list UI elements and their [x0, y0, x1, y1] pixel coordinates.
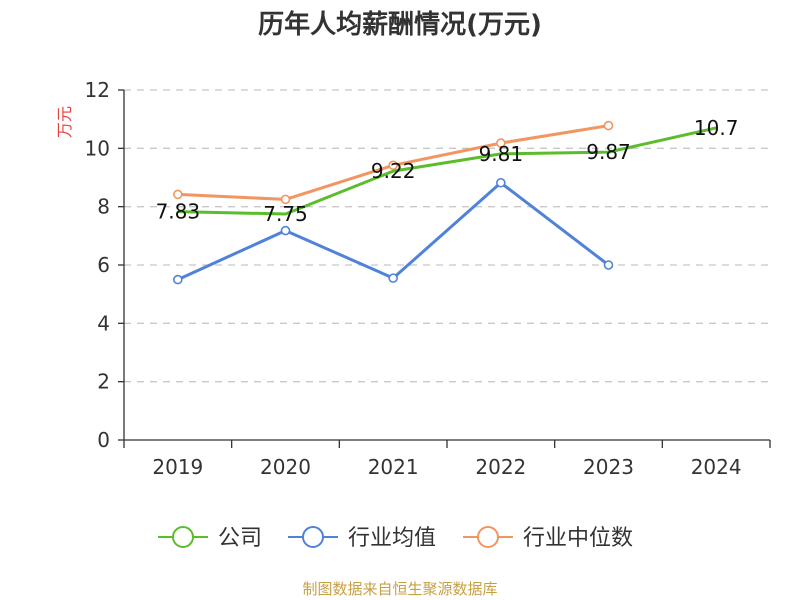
x-tick-label-2022: 2022: [475, 455, 526, 479]
y-axis-label: 万元: [55, 106, 74, 138]
legend-label-2: 行业中位数: [523, 526, 633, 551]
data-point-s2-2023: [603, 120, 614, 131]
chart-title: 历年人均薪酬情况(万元): [258, 9, 542, 40]
data-point-s1-2021: [388, 273, 398, 283]
data-label-2023: 9.87: [586, 140, 631, 164]
data-labels: 7.83 7.75 9.22 9.81 9.87 10.7: [156, 116, 739, 226]
data-point-s2-2019: [173, 189, 183, 200]
x-tick-label-2020: 2020: [260, 455, 311, 479]
x-tick-label-2021: 2021: [368, 455, 419, 479]
data-point-s2-2022: [496, 138, 506, 148]
data-point-s1-2019: [173, 274, 183, 285]
axes: 0 2 4 6 8 10 12 2019 2020 2021 2022 2023 2024: [85, 78, 771, 479]
data-point-s2-2020: [280, 194, 291, 205]
data-point-s1-2020: [280, 225, 291, 236]
x-tick-label-2024: 2024: [691, 455, 742, 479]
y-tick-label-8: 8: [97, 195, 110, 219]
data-label-2022: 9.81: [479, 142, 524, 166]
y-tick-label-0: 0: [97, 428, 110, 452]
legend-label-0: 公司: [218, 526, 262, 551]
source-note: 制图数据来自恒生聚源数据库: [302, 580, 497, 598]
data-label-2019: 7.83: [156, 200, 201, 224]
series-line-0: [177, 126, 717, 216]
y-tick-label-6: 6: [97, 253, 110, 277]
series-lines: [173, 120, 717, 285]
legend-marker-0: [172, 526, 194, 548]
x-tick-label-2019: 2019: [152, 455, 203, 479]
data-point-s1-2023: [603, 260, 614, 270]
legend-marker-2: [477, 526, 499, 548]
data-label-2021: 9.22: [371, 159, 416, 183]
legend-label-1: 行业均值: [348, 526, 436, 551]
data-label-2020: 7.75: [263, 202, 308, 226]
data-label-2024: 10.7: [694, 116, 739, 140]
y-tick-label-2: 2: [97, 370, 110, 394]
data-point-s1-2022: [496, 177, 506, 188]
y-tick-label-12: 12: [85, 78, 110, 102]
x-tick-label-2023: 2023: [583, 455, 634, 479]
grid-lines: [124, 89, 770, 383]
legend: 公司 行业均值 行业中位数: [158, 526, 633, 551]
legend-marker-1: [302, 526, 324, 548]
y-tick-label-4: 4: [97, 311, 110, 335]
data-point-s2-2021: [388, 160, 398, 171]
y-tick-label-10: 10: [85, 136, 110, 160]
